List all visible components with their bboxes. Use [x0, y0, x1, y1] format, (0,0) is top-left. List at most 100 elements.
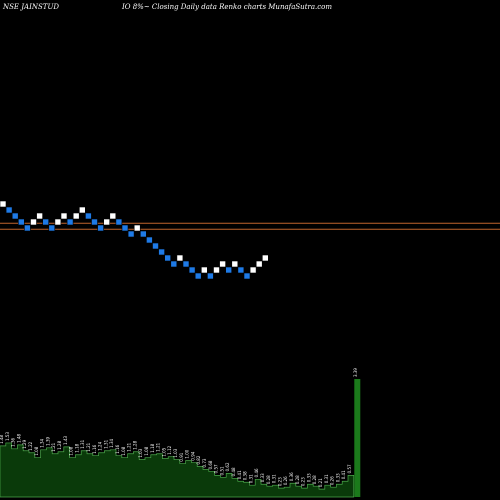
volume-label: 1.36 — [11, 437, 16, 446]
down-brick — [194, 272, 202, 280]
volume-label: 0.51 — [219, 466, 224, 475]
volume-label: 1.08 — [121, 446, 126, 455]
up-brick — [109, 212, 117, 220]
up-brick — [249, 266, 257, 274]
down-brick — [121, 224, 129, 232]
chart-title: IO 8%~ Closing Daily data Renko charts M… — [121, 3, 332, 11]
volume-label: 1.34 — [109, 438, 114, 447]
down-brick — [140, 230, 147, 238]
volume-label: 0.68 — [208, 460, 213, 469]
volume-label: 1.16 — [115, 444, 120, 453]
volume-label: 0.73 — [202, 458, 207, 467]
down-brick — [48, 224, 56, 232]
up-brick — [201, 266, 208, 274]
down-brick — [152, 242, 159, 250]
down-brick — [127, 230, 135, 238]
volume-label: 1.48 — [0, 435, 4, 444]
up-brick — [103, 218, 110, 226]
down-brick — [66, 218, 74, 226]
volume-label: 0.48 — [231, 467, 236, 476]
down-brick — [237, 266, 245, 274]
up-brick — [231, 260, 239, 268]
volume-label: 1.28 — [132, 440, 137, 449]
volume-label: 0.31 — [324, 474, 329, 483]
volume-label: 0.33 — [335, 473, 340, 482]
volume-label: 1.00 — [185, 449, 190, 458]
up-brick — [0, 200, 7, 208]
volume-label: 0.38 — [243, 471, 248, 480]
up-brick — [255, 260, 263, 268]
volume-label: 1.48 — [16, 434, 21, 443]
volume-label: 0.46 — [254, 468, 259, 477]
up-brick — [30, 218, 37, 226]
volume-label: 1.31 — [80, 439, 85, 448]
down-brick — [158, 248, 165, 256]
reference-lines — [0, 222, 500, 230]
volume-label: 0.31 — [272, 474, 277, 483]
volume-label: 1.08 — [69, 446, 74, 455]
down-brick — [188, 266, 196, 274]
volume-label: 1.18 — [74, 443, 79, 452]
down-brick — [24, 224, 31, 232]
volume-label: 1.08 — [144, 446, 149, 455]
volume-label: 0.82 — [196, 455, 201, 464]
down-brick — [207, 272, 214, 280]
volume-label: 1.03 — [173, 448, 178, 457]
volume-label: 0.57 — [214, 464, 219, 473]
volume-label: 0.26 — [330, 476, 335, 485]
volume-label: 1.21 — [86, 442, 91, 451]
volume-label: 1.39 — [45, 436, 50, 445]
volume-label: 1.16 — [92, 444, 97, 453]
down-brick — [42, 218, 50, 226]
up-brick — [213, 266, 220, 274]
up-brick — [72, 212, 80, 220]
volume-label: 1.05 — [161, 447, 166, 456]
volume-spike-bar — [354, 379, 361, 497]
down-brick — [146, 236, 153, 244]
volume-label: 0.36 — [289, 472, 294, 481]
volume-label: 0.41 — [237, 470, 242, 479]
volume-label: 0.26 — [283, 476, 288, 485]
up-brick — [36, 212, 43, 220]
volume-label: 1.24 — [98, 441, 103, 450]
volume-label: 0.23 — [301, 477, 306, 486]
up-brick — [176, 254, 184, 262]
down-brick — [17, 218, 25, 226]
volume-label: 0.21 — [318, 478, 323, 487]
up-brick — [79, 206, 86, 214]
down-brick — [91, 218, 98, 226]
volume-label: 1.08 — [34, 446, 39, 455]
renko-bricks — [0, 200, 269, 280]
chart-symbol: NSE JAINSTUD — [2, 3, 59, 11]
volume-label: 0.33 — [260, 473, 265, 482]
volume-label: 0.28 — [266, 475, 271, 484]
up-brick — [261, 254, 269, 262]
volume-label: 0.31 — [248, 474, 253, 483]
down-brick — [170, 260, 178, 268]
volume-label: 1.22 — [28, 441, 33, 450]
down-brick — [85, 212, 92, 220]
volume-label: 1.21 — [51, 442, 56, 451]
volume-label: 1.28 — [57, 440, 62, 449]
volume-label: 1.34 — [40, 438, 45, 447]
volume-label: 1.03 — [138, 448, 143, 457]
volume-label: 0.57 — [347, 464, 352, 473]
volume-panel: 1.48 1.531.36 1.481.29 1.221.081.34 1.391.21… — [0, 368, 361, 498]
up-brick — [219, 260, 226, 268]
down-brick — [5, 206, 13, 214]
down-brick — [11, 212, 19, 220]
down-brick — [115, 218, 123, 226]
volume-label: 0.91 — [179, 452, 184, 461]
volume-label: 1.31 — [103, 439, 108, 448]
volume-label: 1.21 — [127, 442, 132, 451]
up-brick — [133, 224, 141, 232]
down-brick — [97, 224, 104, 232]
volume-label: 0.28 — [295, 475, 300, 484]
volume-label: 1.12 — [167, 445, 172, 454]
volume-label: 1.18 — [150, 443, 155, 452]
down-brick — [182, 260, 190, 268]
volume-label: 3.39 — [353, 368, 358, 377]
up-brick — [60, 212, 68, 220]
volume-label: 1.43 — [63, 435, 68, 444]
volume-label: 0.28 — [312, 475, 317, 484]
